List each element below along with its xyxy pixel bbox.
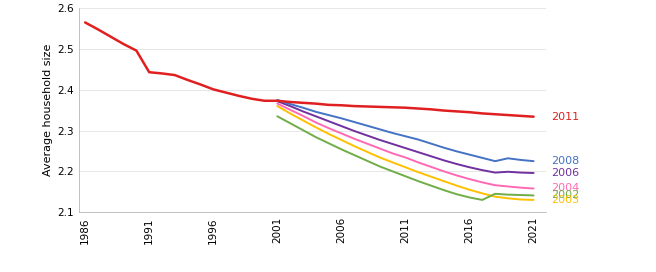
Text: 2004: 2004 [551,184,579,193]
Text: 2002: 2002 [551,190,579,200]
Text: 2008: 2008 [551,156,579,166]
Text: 2003: 2003 [551,195,579,205]
Text: 2011: 2011 [551,112,579,122]
Y-axis label: Average household size: Average household size [43,44,53,176]
Text: 2006: 2006 [551,168,579,178]
